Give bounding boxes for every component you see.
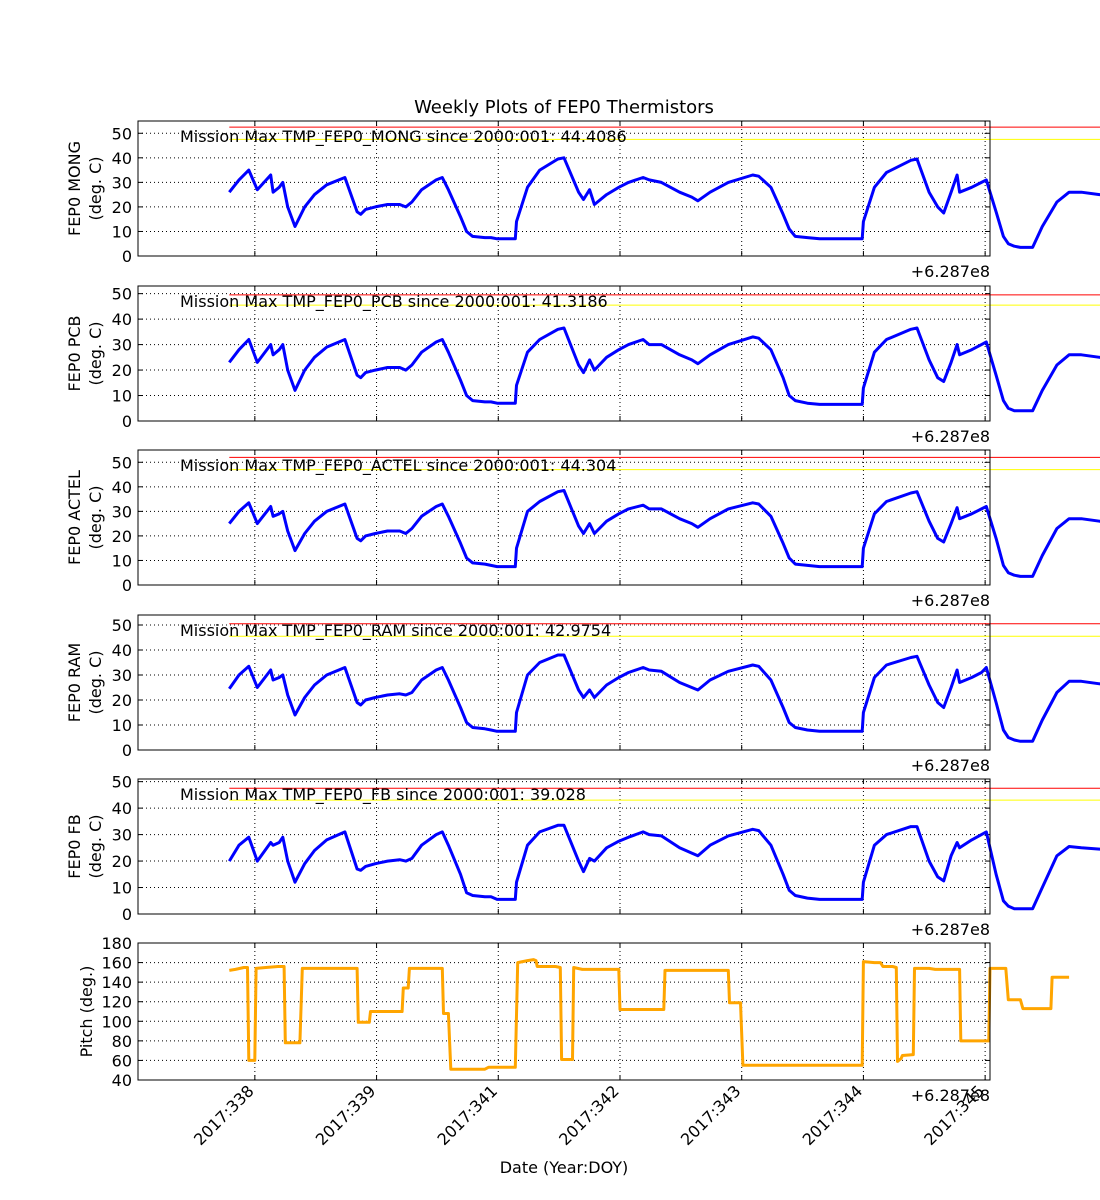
panel-fb: 0 10 20 30 40 50 Mission Max TMP_FEP0_FB since… [65,773,1100,939]
max-annotation: Mission Max TMP_FEP0_ACTEL since 2000:00… [180,456,616,476]
y-tick-label: 30 [112,502,132,521]
y-tick-label: 60 [112,1051,132,1070]
y-axis-label: (deg. C) [86,157,105,221]
axes-frame [137,942,991,1081]
y-axis-label: FEP0 MONG [65,141,84,236]
x-axis-label: Date (Year:DOY) [500,1158,629,1177]
y-tick-label: 50 [112,453,132,472]
series-line-mong [228,156,1100,249]
y-tick-label: 0 [122,905,132,924]
y-axis-label: FEP0 ACTEL [65,470,84,565]
y-tick-label: 80 [112,1032,132,1051]
y-tick-label: 20 [112,361,132,380]
y-tick-label: 120 [101,993,132,1012]
y-tick-label: 180 [101,934,132,953]
y-tick-label: 20 [112,691,132,710]
y-tick-label: 40 [112,799,132,818]
y-axis-label: (deg. C) [86,815,105,879]
offset-text: +6.287e8 [911,920,990,939]
y-tick-label: 0 [122,741,132,760]
y-tick-label: 20 [112,527,132,546]
y-tick-label: 30 [112,336,132,355]
y-tick-label: 10 [112,387,132,406]
y-axis-label: FEP0 PCB [65,315,84,391]
y-tick-label: 0 [122,247,132,266]
max-annotation: Mission Max TMP_FEP0_FB since 2000:001: … [180,785,586,805]
y-tick-label: 10 [112,879,132,898]
y-tick-label: 100 [101,1012,132,1031]
y-tick-label: 50 [112,124,132,143]
y-axis-label: FEP0 RAM [65,643,84,722]
axes-frame [137,778,991,915]
y-tick-label: 0 [122,412,132,431]
y-tick-label: 50 [112,773,132,792]
y-tick-label: 50 [112,285,132,304]
y-axis-label: Pitch (deg.) [77,966,96,1058]
y-tick-label: 160 [101,954,132,973]
y-tick-label: 140 [101,973,132,992]
y-tick-label: 20 [112,198,132,217]
axes-frame [137,285,991,422]
panel-pcb: 0 10 20 30 40 50 Mission Max TMP_FEP0_PCB sinc… [65,285,1100,446]
panel-actel: 0 10 20 30 40 50 Mission Max TMP_FEP0_ACTEL si… [65,449,1100,610]
panel-ram: 0 10 20 30 40 50 Mission Max TMP_FEP0_RAM sinc… [65,614,1100,775]
series-line-pcb [228,326,1100,413]
offset-text: +6.287e8 [911,427,990,446]
y-tick-label: 40 [112,149,132,168]
figure-title: Weekly Plots of FEP0 Thermistors [414,97,714,118]
max-annotation: Mission Max TMP_FEP0_PCB since 2000:001:… [180,292,608,312]
y-axis-label: FEP0 FB [65,814,84,878]
offset-text: +6.287e8 [911,1086,990,1105]
offset-text: +6.287e8 [911,756,990,775]
y-tick-label: 10 [112,551,132,570]
y-tick-label: 0 [122,576,132,595]
y-axis-label: (deg. C) [86,322,105,386]
max-annotation: Mission Max TMP_FEP0_RAM since 2000:001:… [180,621,611,641]
series-line-fb [228,823,1100,911]
axes-frame [137,120,991,257]
axes-frame [137,614,991,751]
axes-frame [137,449,991,586]
y-tick-label: 30 [112,826,132,845]
series-line-pitch [229,958,1070,1071]
y-tick-label: 30 [112,173,132,192]
y-tick-label: 30 [112,666,132,685]
y-tick-label: 40 [112,641,132,660]
y-tick-label: 10 [112,716,132,735]
panel-mong: 0 10 20 30 40 50 Mission Max TMP_FEP0_MONG sin… [65,120,1100,281]
offset-text: +6.287e8 [911,591,990,610]
series-line-ram [228,653,1100,743]
y-tick-label: 40 [112,1071,132,1090]
series-line-actel [228,489,1100,578]
y-tick-label: 20 [112,852,132,871]
y-tick-label: 10 [112,222,132,241]
max-annotation: Mission Max TMP_FEP0_MONG since 2000:001… [180,127,627,147]
y-tick-label: 40 [112,310,132,329]
y-axis-label: (deg. C) [86,486,105,550]
offset-text: +6.287e8 [911,262,990,281]
y-tick-label: 40 [112,478,132,497]
y-axis-label: (deg. C) [86,651,105,715]
y-tick-label: 50 [112,616,132,635]
